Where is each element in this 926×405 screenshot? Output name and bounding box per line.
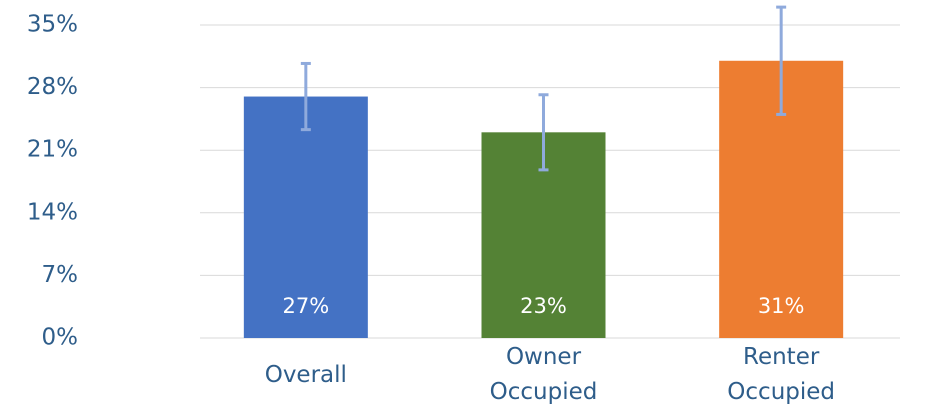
x-tick-label: Renter Occupied	[727, 344, 836, 405]
x-tick-label: Overall	[264, 361, 347, 388]
error-bar	[776, 5, 787, 116]
error-bar	[538, 93, 549, 172]
y-tick-label: 0%	[42, 325, 79, 351]
y-tick-label: 28%	[27, 74, 78, 100]
y-tick-label: 35%	[27, 12, 78, 38]
error-bar	[300, 61, 311, 132]
value-label: 31%	[758, 294, 805, 318]
y-tick-label: 7%	[42, 262, 79, 288]
value-label: 23%	[520, 294, 567, 318]
bar	[243, 96, 368, 339]
y-tick-label: 21%	[27, 137, 78, 163]
value-label: 27%	[282, 294, 329, 318]
x-tick-label: Owner Occupied	[489, 344, 598, 405]
y-tick-label: 14%	[27, 199, 78, 225]
